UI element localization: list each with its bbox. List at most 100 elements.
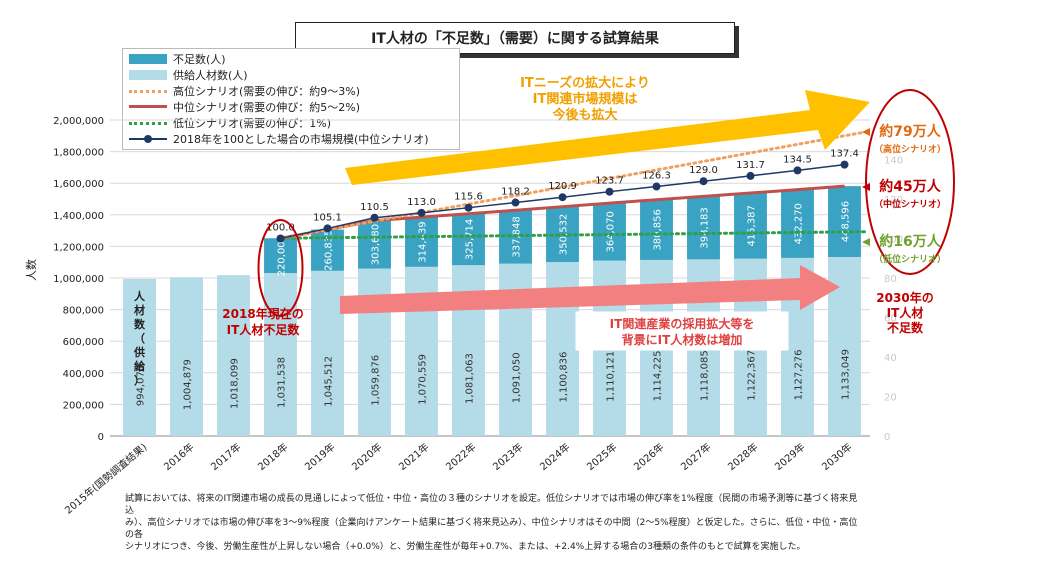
market-size-label: 134.5 <box>783 154 812 165</box>
y-tick-label: 400,000 <box>63 369 104 380</box>
scenario-mid-value: 約45万人 <box>879 178 941 195</box>
market-size-label: 105.1 <box>313 212 342 223</box>
market-size-label: 137.4 <box>830 149 859 160</box>
market-growth-text: 今後も拡大 <box>551 107 617 123</box>
supply-value-label: 1,100,836 <box>559 352 570 403</box>
supply-growth-box <box>575 311 789 351</box>
legend: 不足数(人) 供給人材数(人) 高位シナリオ(需要の伸び：約9～3%) 中位シナリオ(… <box>122 48 460 150</box>
shortage-bar <box>405 217 438 267</box>
shortage-bar <box>734 193 767 259</box>
supply-value-label: 1,031,538 <box>277 357 288 408</box>
supply-value-label: 1,118,085 <box>700 350 711 401</box>
market-size-point <box>605 187 614 196</box>
shortage-bar <box>593 203 626 261</box>
y-tick-label: 2,000,000 <box>53 116 104 127</box>
y2-tick-label: 80 <box>884 274 897 285</box>
market-growth-arrow <box>345 90 870 185</box>
supply-value-label: 1,018,099 <box>230 358 241 409</box>
legend-swatch <box>129 105 167 108</box>
shortage-value-label: 303,680 <box>371 224 382 265</box>
market-size-label: 115.6 <box>454 192 483 203</box>
legend-label: 2018年を100とした場合の市場規模(中位シナリオ) <box>173 133 429 146</box>
y-tick-label: 0 <box>98 432 104 443</box>
shortage-2018-text: IT人材不足数 <box>227 322 301 337</box>
shortage-bar <box>264 238 297 274</box>
supply-bar <box>405 266 438 436</box>
market-size-label: 113.0 <box>407 197 436 208</box>
legend-label: 不足数(人) <box>173 53 226 66</box>
y2-tick-label: 20 <box>884 393 897 404</box>
y-tick-label: 600,000 <box>63 337 104 348</box>
supply-vertical-char: 材 <box>134 303 145 317</box>
footnote-line: み）、高位シナリオでは市場の伸び率を3～9%程度（企業向けアンケート結果に基づく… <box>125 518 858 540</box>
market-size-point <box>699 177 708 186</box>
footnote: 試算においては、将来のIT関連市場の成長の見通しによって低位・中位・高位の３種の… <box>125 493 865 553</box>
market-size-label: 110.5 <box>360 202 389 213</box>
supply-vertical-char: 人 <box>134 289 146 303</box>
footnote-line: シナリオにつき、今後、労働生産性が上昇しない場合（+0.0%）と、労働生産性が毎… <box>125 542 806 552</box>
supply-vertical-char: ） <box>134 374 145 387</box>
shortage-2030-text: 不足数 <box>887 320 924 335</box>
legend-swatch <box>129 122 167 125</box>
x-tick-label: 2030年 <box>819 440 855 473</box>
shortage-bar <box>640 199 673 260</box>
market-size-label: 120.9 <box>548 181 577 192</box>
x-tick-label: 2022年 <box>443 440 479 473</box>
market-size-point <box>558 193 567 202</box>
x-tick-label: 2016年 <box>161 440 197 473</box>
market-size-point <box>417 208 426 217</box>
supply-growth-text: 背景にIT人材数は増加 <box>622 332 743 347</box>
market-size-point <box>370 213 379 222</box>
supply-value-label: 1,114,225 <box>653 351 664 402</box>
scenario-high-value: 約79万人 <box>879 123 941 140</box>
scenario-low-label: （低位シナリオ） <box>874 253 946 265</box>
x-tick-label: 2021年 <box>396 440 432 473</box>
supply-vertical-char: 給 <box>134 359 146 373</box>
supply-growth-text: IT関連産業の採用拡大等を <box>610 316 755 331</box>
shortage-value-label: 220,000 <box>277 235 288 276</box>
shortage-value-label: 398,183 <box>700 207 711 248</box>
legend-swatch <box>129 54 167 64</box>
market-size-label: 131.7 <box>736 160 765 171</box>
y-tick-label: 200,000 <box>63 400 104 411</box>
shortage-bar <box>828 186 861 257</box>
market-growth-text: ITニーズの拡大により <box>520 75 650 91</box>
supply-value-label: 1,004,879 <box>183 359 194 410</box>
footnote-line: 試算においては、将来のIT関連市場の成長の見通しによって低位・中位・高位の３種の… <box>125 494 858 516</box>
x-tick-label: 2019年 <box>302 440 338 473</box>
shortage-value-label: 415,387 <box>747 205 758 246</box>
supply-vertical-char: 数 <box>134 317 146 331</box>
shortage-value-label: 380,856 <box>653 209 664 250</box>
low-scenario-line <box>279 230 866 240</box>
market-size-label: 100.0 <box>266 223 295 234</box>
shortage-bar <box>781 189 814 258</box>
x-tick-label: 2027年 <box>678 440 714 473</box>
market-size-point <box>840 160 849 169</box>
y2-tick-label: 120 <box>884 195 903 206</box>
x-tick-label: 2024年 <box>537 440 573 473</box>
shortage-value-label: 314,439 <box>418 221 429 262</box>
high-scenario-line <box>279 130 866 240</box>
y-tick-label: 1,600,000 <box>53 179 104 190</box>
supply-bar <box>311 270 344 436</box>
y-tick-label: 1,400,000 <box>53 211 104 222</box>
x-tick-label: 2026年 <box>631 440 667 473</box>
market-size-point <box>746 171 755 180</box>
legend-label: 中位シナリオ(需要の伸び：約5～2%) <box>173 101 361 114</box>
market-size-point <box>652 182 661 191</box>
y-tick-label: 1,800,000 <box>53 148 104 159</box>
supply-vertical-char: （ <box>134 332 145 345</box>
supply-growth-arrow <box>340 265 840 314</box>
supply-bar <box>123 278 156 436</box>
shortage-value-label: 260,835 <box>324 230 335 271</box>
y-tick-label: 1,200,000 <box>53 242 104 253</box>
shortage-bar <box>358 220 391 269</box>
y-tick-label: 800,000 <box>63 306 104 317</box>
shortage-2030-text: IT人材 <box>887 305 924 320</box>
shortage-value-label: 432,270 <box>794 203 805 244</box>
scenario-low-value: 約16万人 <box>879 233 941 250</box>
market-size-point <box>276 234 285 243</box>
shortage-value-label: 364,070 <box>606 211 617 252</box>
scenario-pointer <box>862 183 870 191</box>
